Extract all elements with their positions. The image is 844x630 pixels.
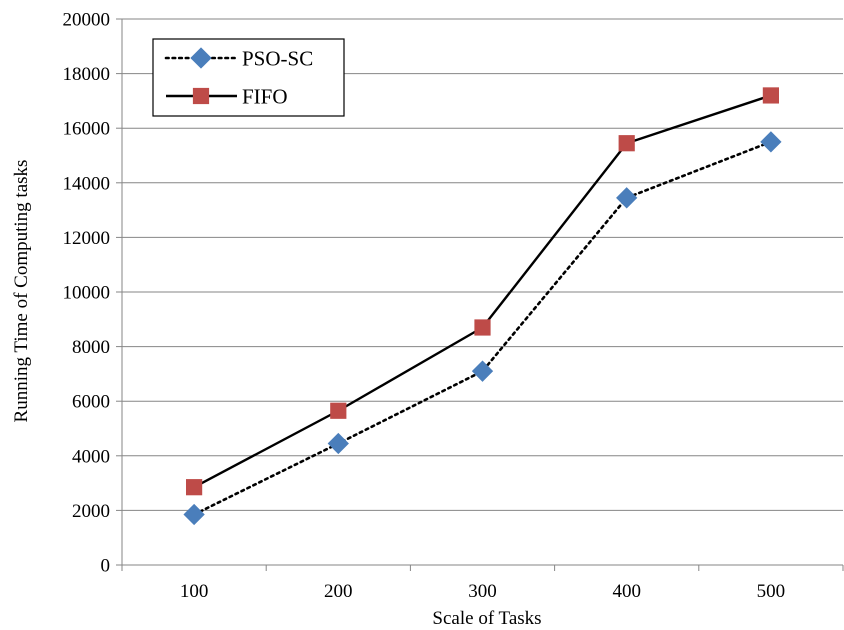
x-tick-label: 100 (180, 581, 209, 602)
y-tick-label: 6000 (72, 392, 110, 413)
y-tick-label: 0 (101, 556, 111, 577)
legend-label: FIFO (242, 85, 288, 109)
data-point-diamond (471, 360, 494, 382)
data-point-square (762, 87, 780, 104)
y-tick-labels: 0 2000 4000 6000 8000 10000 12000 14000 16000 180… (63, 10, 111, 577)
data-point-diamond (327, 432, 349, 455)
data-point-diamond (190, 47, 212, 69)
y-tick-label: 16000 (63, 119, 111, 140)
series-pso-sc (183, 131, 782, 526)
data-point-square (474, 319, 491, 336)
legend-item: PSO-SC (164, 47, 313, 71)
x-axis-title: Scale of Tasks (432, 608, 541, 629)
legend-label: PSO-SC (242, 47, 313, 71)
x-tick-label: 500 (757, 581, 786, 602)
x-tick-labels: 100 200 300 400 500 (180, 581, 785, 602)
data-point-square (330, 402, 347, 419)
y-tick-label: 12000 (63, 228, 111, 249)
y-tick-label: 14000 (63, 173, 111, 194)
legend: PSO-SC FIFO (152, 38, 345, 117)
legend-item: FIFO (166, 85, 288, 109)
legend-box (152, 38, 345, 117)
gridlines (122, 18, 843, 511)
y-tick-label: 8000 (72, 337, 110, 358)
y-axis-title: Running Time of Computing tasks (11, 160, 32, 423)
data-point-square (185, 479, 203, 496)
axes (116, 18, 844, 571)
data-point-diamond (760, 131, 782, 153)
y-tick-label: 10000 (63, 283, 111, 304)
series-line (193, 94, 772, 489)
series-fifo (185, 87, 780, 496)
series-line (192, 140, 773, 516)
data-point-diamond (183, 503, 205, 526)
data-point-diamond (616, 187, 638, 209)
y-tick-label: 4000 (72, 446, 110, 467)
y-tick-label: 2000 (72, 501, 110, 522)
y-tick-label: 18000 (63, 64, 111, 85)
x-tick-label: 200 (324, 581, 353, 602)
data-point-square (192, 87, 210, 105)
series (183, 87, 782, 526)
data-point-square (618, 135, 635, 152)
x-tick-label: 400 (612, 581, 641, 602)
y-tick-label: 20000 (63, 10, 111, 31)
x-tick-label: 300 (468, 581, 497, 602)
